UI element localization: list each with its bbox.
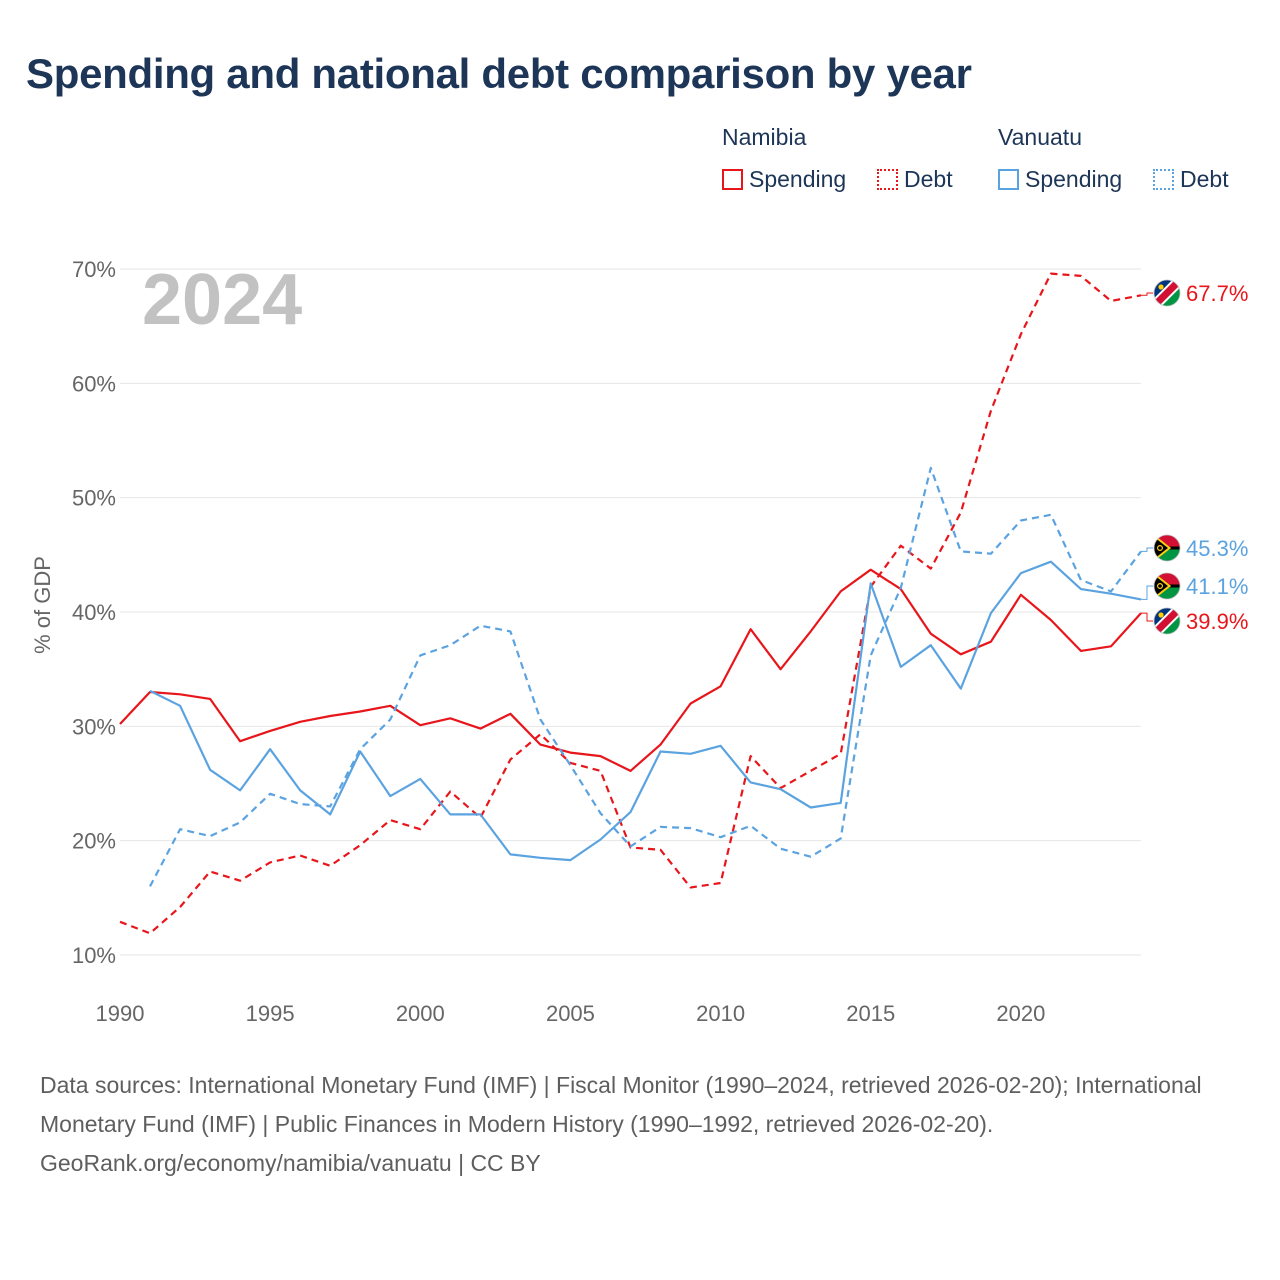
- y-tick-label: 10%: [72, 943, 116, 968]
- legend-solid-swatch-icon: [998, 169, 1019, 190]
- x-tick-label: 1995: [246, 1001, 295, 1026]
- y-axis-label: % of GDP: [30, 556, 55, 654]
- series-line-vanuatu-debt: [149, 466, 1142, 887]
- x-tick-label: 2005: [546, 1001, 595, 1026]
- y-tick-label: 30%: [72, 714, 116, 739]
- x-tick-label: 2010: [696, 1001, 745, 1026]
- legend-dashed-swatch-icon: [1153, 169, 1174, 190]
- y-tick-label: 50%: [72, 486, 116, 511]
- legend-namibia-spending[interactable]: Spending: [722, 166, 846, 193]
- credit-link[interactable]: GeoRank.org/economy/namibia/vanuatu | CC…: [40, 1150, 541, 1176]
- namibia-flag-icon: [1153, 607, 1181, 635]
- legend-label: Spending: [1025, 166, 1123, 192]
- series-line-namibia-debt: [119, 272, 1142, 935]
- end-label-connector: [1141, 292, 1153, 296]
- legend-vanuatu-debt[interactable]: Debt: [1153, 166, 1229, 193]
- series-line-namibia-spending: [119, 568, 1142, 772]
- end-label-connector: [1141, 612, 1153, 622]
- end-label-connector: [1141, 547, 1153, 552]
- end-value-label: 67.7%: [1186, 281, 1248, 306]
- namibia-flag-icon: [1153, 279, 1181, 307]
- end-value-label: 45.3%: [1186, 536, 1248, 561]
- vanuatu-flag-icon: [1153, 534, 1181, 562]
- legend-dashed-swatch-icon: [877, 169, 898, 190]
- legend-label: Spending: [749, 166, 847, 192]
- y-tick-label: 70%: [72, 257, 116, 282]
- y-tick-label: 60%: [72, 371, 116, 396]
- x-tick-label: 2015: [846, 1001, 895, 1026]
- data-sources: Data sources: International Monetary Fun…: [40, 1072, 1202, 1137]
- legend-vanuatu-spending[interactable]: Spending: [998, 166, 1122, 193]
- chart-title: Spending and national debt comparison by…: [26, 50, 972, 97]
- x-tick-label: 1990: [96, 1001, 145, 1026]
- series-line-vanuatu-spending: [149, 560, 1142, 862]
- legend-country-vanuatu: Vanuatu: [998, 124, 1082, 150]
- footer: Data sources: International Monetary Fun…: [40, 1066, 1240, 1183]
- end-label-connector: [1141, 585, 1153, 600]
- legend-country-namibia: Namibia: [722, 124, 807, 150]
- y-tick-label: 40%: [72, 600, 116, 625]
- x-tick-label: 2020: [996, 1001, 1045, 1026]
- end-value-label: 41.1%: [1186, 574, 1248, 599]
- y-tick-label: 20%: [72, 829, 116, 854]
- legend-solid-swatch-icon: [722, 169, 743, 190]
- year-watermark: 2024: [142, 260, 302, 340]
- legend-label: Debt: [1180, 166, 1229, 192]
- vanuatu-flag-icon: [1153, 572, 1181, 600]
- line-chart: 10% 20% 30% 40% 50% 60% 70% 1990 1995 2000 2005 201…: [30, 257, 1248, 1026]
- legend-label: Debt: [904, 166, 953, 192]
- legend-namibia-debt[interactable]: Debt: [877, 166, 953, 193]
- end-value-label: 39.9%: [1186, 609, 1248, 634]
- x-tick-label: 2000: [396, 1001, 445, 1026]
